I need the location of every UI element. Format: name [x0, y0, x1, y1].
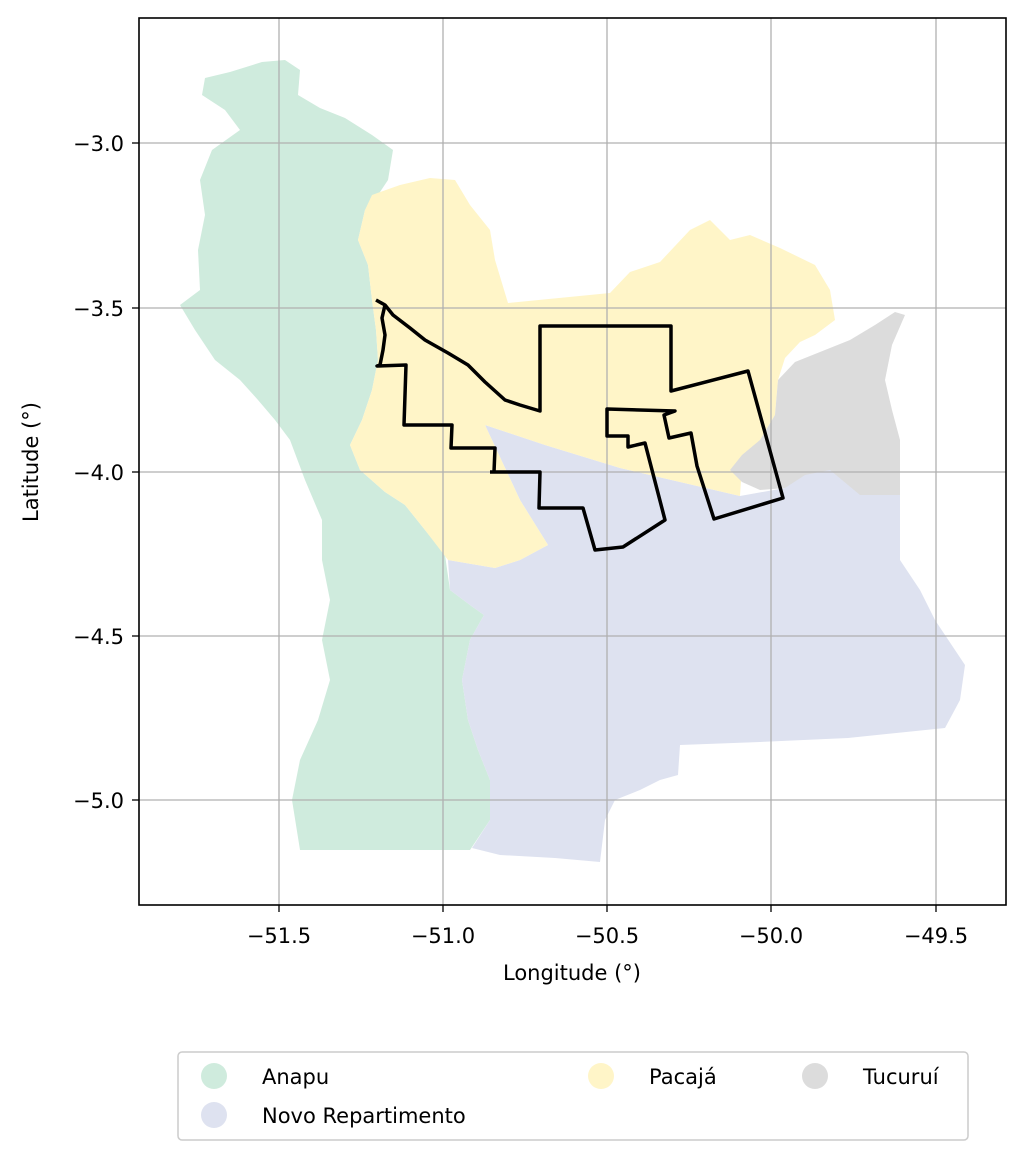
y-axis-title: Latitude (°): [19, 402, 43, 522]
axes-frame: [138, 17, 1007, 906]
x-tick-label: −50.5: [575, 924, 639, 948]
legend-label-anapu: Anapu: [262, 1065, 329, 1089]
y-tick-label: −3.0: [73, 132, 124, 156]
x-axis-title: Longitude (°): [503, 961, 641, 985]
region-novo-repartimento: [448, 425, 965, 862]
region-tucurui: [730, 312, 905, 495]
study-area-outline: [375, 298, 785, 552]
legend-marker-anapu: [201, 1063, 227, 1089]
legend-label-novo-repartimento: Novo Repartimento: [262, 1104, 466, 1128]
y-tick-label: −3.5: [73, 297, 124, 321]
x-tick-label: −50.0: [739, 924, 803, 948]
legend-label-tucurui: Tucuruí: [862, 1065, 940, 1089]
legend-box: [177, 1051, 969, 1141]
legend-label-pacaja: Pacajá: [649, 1065, 717, 1089]
x-tick-label: −51.0: [411, 924, 475, 948]
legend: Anapu Novo Repartimento Pacajá Tucuruí: [177, 1051, 969, 1141]
grid-lines: [139, 18, 1006, 905]
y-tick-label: −4.5: [73, 625, 124, 649]
x-ticks: [278, 905, 937, 912]
y-ticks: [132, 142, 139, 801]
x-tick-label: −49.5: [904, 924, 968, 948]
region-anapu: [180, 60, 490, 850]
legend-marker-pacaja: [588, 1063, 614, 1089]
x-tick-label: −51.5: [247, 924, 311, 948]
legend-marker-tucurui: [802, 1063, 828, 1089]
region-pacaja: [350, 178, 835, 568]
y-tick-label: −4.0: [73, 461, 124, 485]
y-tick-label: −5.0: [73, 789, 124, 813]
legend-marker-novo-repartimento: [201, 1102, 227, 1128]
